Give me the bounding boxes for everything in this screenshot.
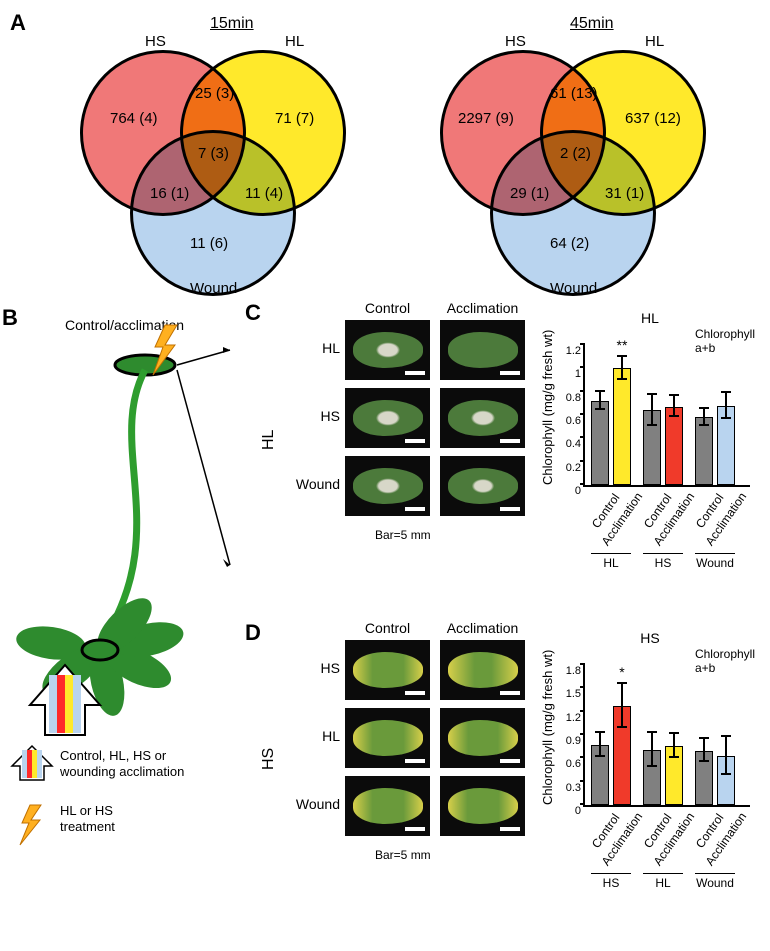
venn-title: 45min <box>570 15 614 33</box>
venn-label-HS_HL: 25 (3) <box>195 85 234 102</box>
venn-label-HL_name: HL <box>285 33 304 50</box>
y-tick: 1 <box>555 368 581 380</box>
venn-label-all: 2 (2) <box>560 145 591 162</box>
panel-d-label: D <box>245 620 261 646</box>
y-tick: 0.8 <box>555 392 581 404</box>
venn-label-HL_only: 637 (12) <box>625 110 681 127</box>
side-label: HL <box>260 430 278 450</box>
leaf-image <box>345 456 430 516</box>
row-label: HL <box>290 340 340 356</box>
venn-label-HL_name: HL <box>645 33 664 50</box>
venn-label-Wound_name: Wound <box>190 280 237 297</box>
leaf-image <box>440 388 525 448</box>
y-axis-label: Chlorophyll (mg/g fresh wt) <box>540 650 555 805</box>
scalebar-caption: Bar=5 mm <box>375 848 431 862</box>
chart-title: HL <box>545 310 755 326</box>
y-tick: 1.5 <box>555 688 581 700</box>
venn-label-HS_name: HS <box>145 33 166 50</box>
y-tick: 1.2 <box>555 345 581 357</box>
y-tick: 0 <box>555 805 581 817</box>
y-tick: 0.6 <box>555 415 581 427</box>
leaf-image <box>345 320 430 380</box>
significance-marker: ** <box>613 337 631 353</box>
row-label: HS <box>290 660 340 676</box>
venn-label-HS_name: HS <box>505 33 526 50</box>
row-label: Wound <box>290 796 340 812</box>
svg-text:wounding acclimation: wounding acclimation <box>59 764 184 779</box>
leaf-image <box>440 456 525 516</box>
bar <box>591 401 609 485</box>
leaf-image <box>440 776 525 836</box>
leaf-image <box>345 708 430 768</box>
venn-label-HS_W: 16 (1) <box>150 185 189 202</box>
panel-c-label: C <box>245 300 261 326</box>
bar-chart: HLChlorophylla+b00.20.40.60.811.2Control… <box>545 315 755 575</box>
y-tick: 0.9 <box>555 735 581 747</box>
col-header: Control <box>345 620 430 636</box>
row-label: HS <box>290 408 340 424</box>
panel-d: D Control Acclimation HS HS HL Wound Bar=5 mm H… <box>245 620 755 910</box>
y-tick: 0.3 <box>555 782 581 794</box>
row-label: Wound <box>290 476 340 492</box>
venn-label-HL_W: 31 (1) <box>605 185 644 202</box>
venn-label-HL_only: 71 (7) <box>275 110 314 127</box>
venn-title: 15min <box>210 15 254 33</box>
panel-c: C Control Acclimation HL HL HS Wound Bar=5 mm H… <box>245 300 755 590</box>
y-tick: 0.4 <box>555 438 581 450</box>
bar <box>665 407 683 485</box>
side-label: HS <box>260 748 278 770</box>
panel-a-label: A <box>10 10 26 36</box>
venn-label-HL_W: 11 (4) <box>245 185 283 202</box>
leaf-image <box>440 708 525 768</box>
x-group-label: HL <box>643 873 683 890</box>
plant-diagram: Control/acclimationControl, HL, HS orwou… <box>5 305 235 905</box>
chart-title: HS <box>545 630 755 646</box>
y-tick: 1.8 <box>555 665 581 677</box>
y-tick: 0.6 <box>555 758 581 770</box>
significance-marker: * <box>613 664 631 680</box>
x-group-label: HS <box>591 873 631 890</box>
panel-a: A 15min HS HL Wound 764 (4) 71 (7) 25 (3) 7 (3)… <box>10 10 760 300</box>
leaf-image <box>345 640 430 700</box>
venn-label-HS_only: 2297 (9) <box>458 110 514 127</box>
col-header: Acclimation <box>440 300 525 316</box>
x-group-label: HS <box>643 553 683 570</box>
x-group-label: HL <box>591 553 631 570</box>
svg-text:HL or HS: HL or HS <box>60 803 113 818</box>
x-group-label: Wound <box>695 873 735 890</box>
venn-label-Wound_name: Wound <box>550 280 597 297</box>
bar <box>613 368 631 485</box>
scalebar-caption: Bar=5 mm <box>375 528 431 542</box>
venn-15min: 15min HS HL Wound 764 (4) 71 (7) 25 (3) 7 (3) 16… <box>50 15 400 295</box>
venn-label-HS_W: 29 (1) <box>510 185 549 202</box>
leaf-image <box>345 388 430 448</box>
svg-text:Control, HL, HS or: Control, HL, HS or <box>60 748 167 763</box>
venn-label-W_only: 11 (6) <box>190 235 228 252</box>
col-header: Acclimation <box>440 620 525 636</box>
y-axis-label: Chlorophyll (mg/g fresh wt) <box>540 330 555 485</box>
venn-label-W_only: 64 (2) <box>550 235 589 252</box>
svg-text:treatment: treatment <box>60 819 115 834</box>
bar-chart: HSChlorophylla+b00.30.60.91.21.51.8Contr… <box>545 635 755 895</box>
y-tick: 0.2 <box>555 462 581 474</box>
y-tick: 1.2 <box>555 712 581 724</box>
leaf-image <box>440 640 525 700</box>
venn-45min: 45min HS HL Wound 2297 (9) 637 (12) 61 (13) 2 (… <box>410 15 760 295</box>
y-tick: 0 <box>555 485 581 497</box>
bar <box>695 417 713 485</box>
x-group-label: Wound <box>695 553 735 570</box>
venn-label-HS_only: 764 (4) <box>110 110 158 127</box>
col-header: Control <box>345 300 430 316</box>
leaf-image <box>440 320 525 380</box>
leaf-image <box>345 776 430 836</box>
venn-label-HS_HL: 61 (13) <box>550 85 598 102</box>
panel-b-label: B <box>2 305 18 331</box>
row-label: HL <box>290 728 340 744</box>
venn-label-all: 7 (3) <box>198 145 229 162</box>
panel-b: B Control/acclimationControl, HL, HS orw… <box>5 305 235 925</box>
